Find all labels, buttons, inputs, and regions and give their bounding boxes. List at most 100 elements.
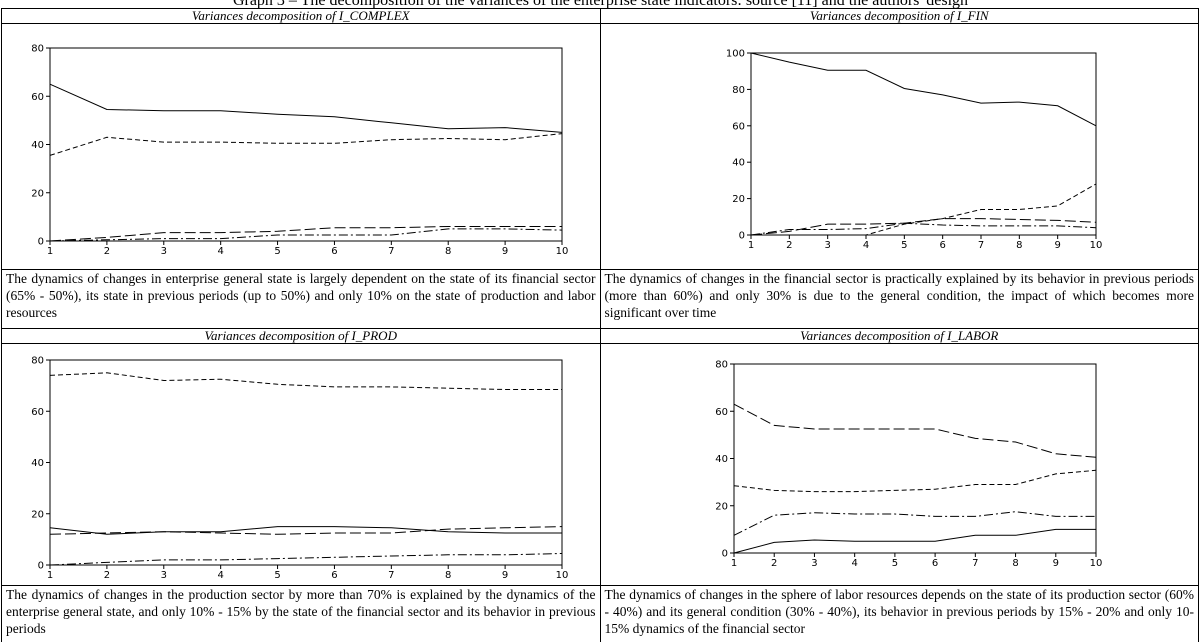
y-tick-label: 40	[31, 140, 44, 151]
chart-caption: Variances decomposition of I_LABOR	[599, 328, 1199, 344]
series-line	[49, 526, 563, 535]
x-tick-label: 2	[104, 246, 110, 257]
page-title: Graph 3 – The decomposition of the varia…	[232, 0, 969, 9]
y-tick-label: 80	[31, 44, 44, 55]
x-tick-label: 10	[1089, 240, 1102, 251]
description: The dynamics of changes in enterprise ge…	[1, 269, 601, 329]
y-tick-label: 40	[31, 458, 44, 469]
x-tick-label: 4	[862, 240, 868, 251]
x-tick-label: 9	[502, 246, 508, 257]
x-tick-label: 1	[730, 558, 736, 569]
series-line	[49, 228, 563, 242]
y-tick-label: 40	[715, 454, 728, 465]
series-line	[49, 526, 562, 535]
x-tick-label: 9	[502, 570, 508, 580]
chart-cell: 0 20 40 60 80 1 2 3 4 5 6 7 8 9 10	[599, 343, 1199, 586]
y-tick-label: 20	[31, 188, 44, 199]
series-line	[733, 403, 1096, 458]
y-tick-label: 60	[31, 407, 44, 418]
x-tick-label: 1	[47, 246, 53, 257]
y-tick-label: 20	[31, 509, 44, 520]
y-tick-label: 0	[38, 561, 44, 572]
series-line	[750, 218, 1096, 236]
x-tick-label: 8	[445, 246, 451, 257]
series-line	[733, 528, 1096, 554]
plot-frame	[733, 363, 1096, 554]
y-tick-label: 60	[31, 92, 44, 103]
x-tick-label: 1	[47, 570, 53, 580]
x-tick-label: 5	[274, 246, 280, 257]
x-tick-label: 5	[901, 240, 907, 251]
x-tick-label: 4	[217, 570, 223, 580]
x-tick-label: 2	[786, 240, 792, 251]
series-line	[49, 133, 563, 156]
x-tick-label: 8	[1016, 240, 1022, 251]
x-tick-label: 10	[1089, 558, 1102, 569]
chart: 0 20 40 60 80 1 2 3 4 5 6 7 8 9 10	[31, 44, 569, 258]
x-tick-label: 10	[556, 246, 569, 257]
chart: 0 20 40 60 80 1 2 3 4 5 6 7 8 9 10	[31, 356, 569, 582]
chart: 0 20 40 60 80 1 2 3 4 5 6 7 8 9 10	[715, 360, 1102, 570]
figure-table: Variances decomposition of I_COMPLEX Var…	[1, 8, 1199, 642]
series-line	[49, 83, 563, 133]
x-tick-label: 7	[977, 240, 983, 251]
x-tick-label: 10	[556, 570, 569, 580]
series-line	[750, 222, 1096, 236]
chart: 0 20 40 60 80 100 1 2 3 4 5 6 7 8 9 10	[725, 49, 1102, 252]
x-tick-label: 6	[331, 570, 337, 580]
plot-frame	[750, 52, 1096, 236]
chart-caption: Variances decomposition of I_COMPLEX	[1, 8, 601, 24]
x-tick-label: 6	[331, 246, 337, 257]
x-tick-label: 2	[104, 570, 110, 580]
chart-cell: 0 20 40 60 80 1 2 3 4 5 6 7 8 9 10	[1, 23, 601, 270]
x-tick-label: 5	[891, 558, 897, 569]
series-line	[49, 553, 563, 566]
y-tick-label: 80	[732, 85, 745, 96]
plot-frame	[49, 47, 563, 242]
chart-cell: 0 20 40 60 80 100 1 2 3 4 5 6 7 8 9 10	[599, 23, 1199, 270]
x-tick-label: 3	[161, 570, 167, 580]
series-line	[733, 511, 1096, 536]
x-tick-label: 2	[771, 558, 777, 569]
x-tick-label: 8	[445, 570, 451, 580]
plot-frame	[49, 359, 563, 566]
y-tick-label: 60	[732, 121, 745, 132]
chart-caption: Variances decomposition of I_PROD	[1, 328, 601, 344]
x-tick-label: 5	[274, 570, 280, 580]
x-tick-label: 6	[939, 240, 945, 251]
series-line	[49, 226, 562, 242]
y-tick-label: 80	[715, 360, 728, 371]
x-tick-label: 9	[1052, 558, 1058, 569]
x-tick-label: 1	[747, 240, 753, 251]
y-tick-label: 0	[38, 237, 44, 248]
series-line	[750, 183, 1096, 236]
y-tick-label: 20	[715, 501, 728, 512]
chart-caption: Variances decomposition of I_FIN	[599, 8, 1199, 24]
x-tick-label: 4	[217, 246, 223, 257]
y-tick-label: 20	[732, 194, 745, 205]
x-tick-label: 3	[161, 246, 167, 257]
description: The dynamics of changes in the sphere of…	[599, 585, 1199, 642]
x-tick-label: 8	[1012, 558, 1018, 569]
x-tick-label: 4	[851, 558, 857, 569]
x-tick-label: 7	[972, 558, 978, 569]
x-tick-label: 3	[811, 558, 817, 569]
y-tick-label: 100	[725, 49, 744, 60]
y-tick-label: 0	[721, 549, 727, 560]
y-tick-label: 60	[715, 407, 728, 418]
x-tick-label: 7	[388, 246, 394, 257]
x-tick-label: 9	[1054, 240, 1060, 251]
y-tick-label: 0	[738, 231, 744, 242]
series-line	[733, 469, 1096, 493]
description: The dynamics of changes in the financial…	[599, 269, 1199, 329]
series-line	[49, 372, 562, 390]
y-tick-label: 40	[732, 158, 745, 169]
chart-cell: 0 20 40 60 80 1 2 3 4 5 6 7 8 9 10	[1, 343, 601, 586]
series-line	[750, 52, 1096, 127]
x-tick-label: 6	[931, 558, 937, 569]
x-tick-label: 7	[388, 570, 394, 580]
description: The dynamics of changes in the productio…	[1, 585, 601, 642]
x-tick-label: 3	[824, 240, 830, 251]
y-tick-label: 80	[31, 356, 44, 367]
